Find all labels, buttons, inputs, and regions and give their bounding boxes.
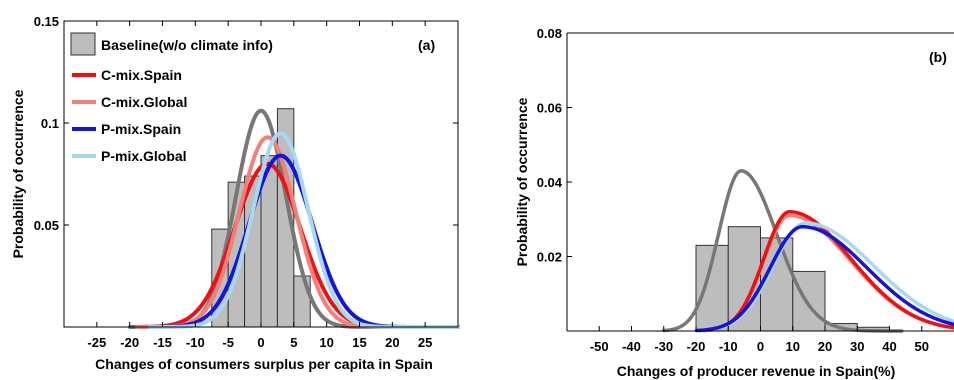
histogram-bar: [792, 270, 826, 332]
x-tick-label: 40: [882, 339, 896, 354]
y-tick-label: 0.06: [537, 101, 562, 116]
x-tick-label: -50: [590, 339, 609, 354]
x-tick-label: 30: [850, 339, 864, 354]
chart-panel-b: -50 -40 -30 -20 -10 0 10 20 30 40 50 0.020.040.060…: [514, 26, 954, 379]
x-tick-label: 10: [786, 339, 800, 354]
x-tick-label: 0: [257, 335, 264, 350]
chart-panel-a: -25 -20 -15 -10 -5 0 5 10 15 20 25 0.05 0.1 0.15 Cha…: [10, 14, 460, 372]
x-tick-label: 50: [915, 339, 929, 354]
panel-label-a: (a): [418, 37, 435, 53]
y-tick-label: 0.15: [34, 14, 59, 29]
y-axis-label-b: Probability of occurrence: [514, 97, 530, 266]
x-ticks-b: -50 -40 -30 -20 -10 0 10 20 30 40 50: [590, 326, 929, 354]
x-tick-label: 15: [352, 335, 366, 350]
x-tick-label: -40: [622, 339, 641, 354]
x-tick-label: -10: [186, 335, 205, 350]
legend-label-c-mix-spain: C-mix.Spain: [101, 67, 182, 83]
x-tick-label: 10: [319, 335, 333, 350]
x-tick-label: -25: [87, 335, 106, 350]
x-tick-label: -20: [687, 339, 706, 354]
panel-label-b: (b): [929, 49, 947, 65]
x-tick-label: 25: [418, 335, 432, 350]
legend-label-p-mix-global: P-mix.Global: [101, 148, 187, 164]
x-tick-label: 0: [757, 339, 764, 354]
y-axis-label-a: Probability of occurrence: [10, 89, 26, 258]
x-tick-label: -5: [222, 335, 234, 350]
y-ticks-a: 0.05 0.1 0.15: [34, 14, 458, 233]
y-ticks-b: 0.02 0.04 0.06 0.08: [537, 26, 572, 265]
x-tick-label: 5: [290, 335, 297, 350]
y-tick-label: 0.02: [537, 250, 562, 265]
x-tick-label: -10: [719, 339, 738, 354]
x-tick-label: 20: [385, 335, 399, 350]
density-curves-b: [662, 169, 954, 333]
x-tick-label: -30: [654, 339, 673, 354]
x-tick-label: -15: [153, 335, 172, 350]
legend-label-p-mix-spain: P-mix.Spain: [101, 121, 181, 137]
x-tick-label: -20: [120, 335, 139, 350]
density-curve: [697, 221, 954, 333]
x-axis-label-a: Changes of consumers surplus per capita …: [95, 356, 433, 372]
x-ticks-a: -25 -20 -15 -10 -5 0 5 10 15 20 25: [87, 21, 432, 350]
legend-a: Baseline(w/o climate info) C-mix.Spain C…: [70, 32, 273, 164]
x-axis-label-b: Changes of producer revenue in Spain(%): [617, 363, 896, 379]
y-tick-label: 0.05: [34, 218, 59, 233]
density-curve: [694, 224, 954, 333]
x-tick-label: 20: [818, 339, 832, 354]
y-tick-label: 0.04: [537, 175, 563, 190]
y-tick-label: 0.1: [41, 116, 59, 131]
legend-label-baseline: Baseline(w/o climate info): [101, 37, 273, 53]
y-tick-label: 0.08: [537, 26, 562, 41]
legend-swatch-baseline: [70, 32, 96, 56]
legend-label-c-mix-global: C-mix.Global: [101, 94, 187, 110]
